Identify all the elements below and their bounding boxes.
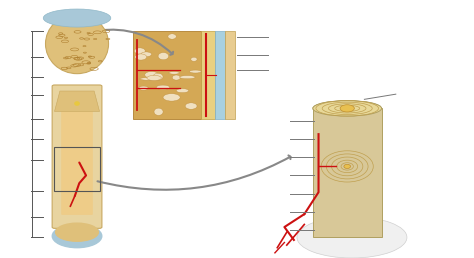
FancyBboxPatch shape bbox=[201, 31, 215, 119]
Ellipse shape bbox=[340, 105, 355, 112]
FancyBboxPatch shape bbox=[313, 108, 382, 237]
Ellipse shape bbox=[297, 217, 407, 258]
FancyBboxPatch shape bbox=[133, 31, 201, 119]
Ellipse shape bbox=[158, 53, 169, 60]
Ellipse shape bbox=[141, 52, 152, 57]
Ellipse shape bbox=[156, 85, 170, 90]
Ellipse shape bbox=[176, 89, 189, 93]
Ellipse shape bbox=[135, 54, 147, 60]
Ellipse shape bbox=[52, 224, 102, 248]
Ellipse shape bbox=[169, 71, 180, 74]
Ellipse shape bbox=[191, 57, 197, 61]
Ellipse shape bbox=[313, 101, 382, 116]
FancyBboxPatch shape bbox=[225, 31, 235, 119]
Ellipse shape bbox=[154, 108, 163, 115]
Ellipse shape bbox=[172, 75, 181, 80]
Ellipse shape bbox=[168, 34, 176, 39]
Ellipse shape bbox=[140, 78, 156, 80]
Ellipse shape bbox=[344, 164, 351, 168]
Ellipse shape bbox=[163, 94, 180, 101]
Ellipse shape bbox=[180, 76, 195, 79]
FancyBboxPatch shape bbox=[52, 85, 102, 228]
Ellipse shape bbox=[190, 70, 201, 73]
Ellipse shape bbox=[74, 101, 80, 106]
Ellipse shape bbox=[145, 71, 158, 78]
Ellipse shape bbox=[185, 103, 197, 109]
Ellipse shape bbox=[139, 86, 148, 90]
FancyBboxPatch shape bbox=[215, 31, 225, 119]
Ellipse shape bbox=[46, 14, 109, 74]
Ellipse shape bbox=[153, 73, 163, 80]
FancyBboxPatch shape bbox=[61, 104, 93, 215]
Ellipse shape bbox=[313, 101, 382, 116]
Ellipse shape bbox=[55, 223, 99, 241]
Ellipse shape bbox=[43, 9, 111, 27]
Ellipse shape bbox=[147, 75, 161, 80]
Ellipse shape bbox=[134, 48, 145, 54]
Polygon shape bbox=[55, 91, 100, 111]
